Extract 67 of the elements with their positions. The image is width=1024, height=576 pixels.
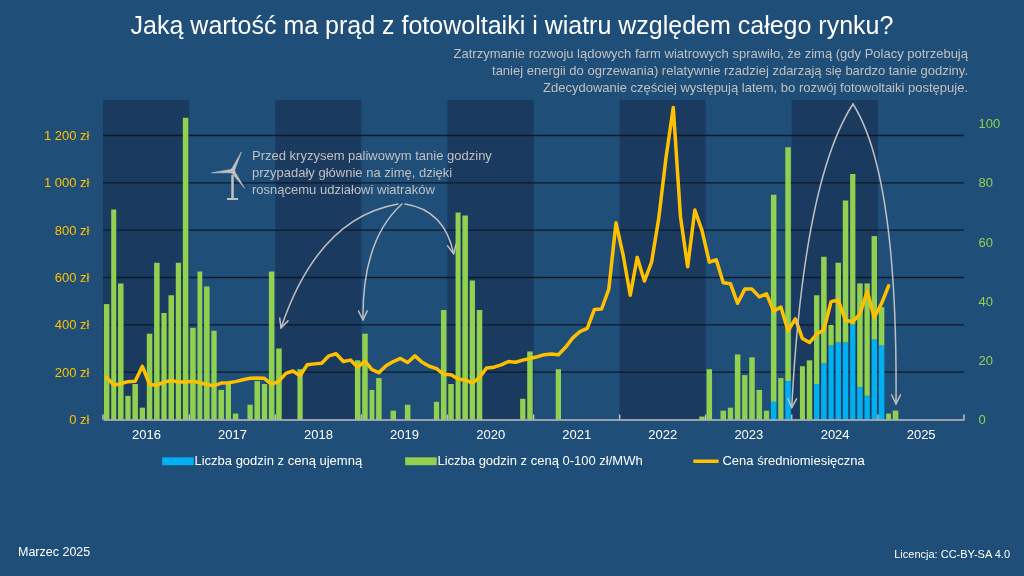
bar <box>297 369 303 420</box>
x-tick-label: 2022 <box>648 427 678 442</box>
bar <box>814 295 820 384</box>
text: Zatrzymanie rozwoju lądowych farm wiatrowych sprawiło, że zimą (gdy Polacy potrzebują taniej energii do ogrzewania) relatywnie rzadziej zdarzają się bardzo tanie godziny. <box>452 45 968 79</box>
bar <box>785 381 791 420</box>
bar <box>225 384 232 420</box>
y-tick-label: 800 zł <box>54 222 90 238</box>
bar <box>261 384 268 420</box>
chart-title: Jaką wartość ma prąd z fotowoltaiki i wiatru względem całego rynku? <box>129 11 895 40</box>
bar <box>720 410 726 420</box>
bar <box>469 280 475 420</box>
bar <box>871 339 878 420</box>
y-tick-label: 1 200 zł <box>43 128 90 143</box>
bar <box>175 262 182 420</box>
bar <box>520 398 526 420</box>
bar <box>527 351 533 420</box>
bar <box>799 366 805 420</box>
bar <box>835 342 842 420</box>
bar <box>749 357 755 420</box>
y2-tick-label: 20 <box>978 352 993 368</box>
bar <box>842 342 849 420</box>
y2-tick-label: 40 <box>978 293 993 309</box>
x-tick-label: 2018 <box>303 427 333 442</box>
y-tick-label: 400 zł <box>54 317 90 333</box>
bar <box>111 209 117 420</box>
bar <box>778 378 784 420</box>
bar <box>555 369 561 420</box>
y2-tick-label: 60 <box>978 234 993 250</box>
x-tick-label: 2019 <box>390 427 419 442</box>
y-tick-label: 0 zł <box>69 412 90 427</box>
x-tick-label: 2016 <box>131 427 161 442</box>
legend-label: Cena średniomiesięczna <box>722 453 866 469</box>
bar <box>806 360 813 420</box>
y2-tick-label: 0 <box>978 412 986 427</box>
bar <box>814 384 820 420</box>
x-tick-label: 2024 <box>820 427 850 442</box>
bar <box>276 348 282 420</box>
bar <box>448 384 454 420</box>
text: Licencja: CC-BY-SA 4.0 <box>894 548 1010 560</box>
x-tick-label: 2025 <box>906 427 936 442</box>
y-tick-label: 200 zł <box>54 364 90 380</box>
y2-tick-label: 80 <box>978 175 993 191</box>
bar <box>376 378 382 420</box>
y2-tick-label: 100 <box>978 116 1001 132</box>
line-series <box>104 105 891 388</box>
x-tick-label: 2020 <box>476 427 506 442</box>
bar <box>878 345 885 420</box>
text: Marzec 2025 <box>18 545 91 559</box>
x-tick-label: 2023 <box>734 427 764 442</box>
bar <box>362 333 368 420</box>
annotation: Przed kryzysem paliwowym tanie godziny przypadały głównie na zimę, dzięki rosnącemu udziałowi wiatraków <box>252 147 493 198</box>
y-tick-label: 600 zł <box>54 270 90 285</box>
bar <box>433 401 440 420</box>
bar <box>742 375 748 420</box>
bar <box>734 354 741 420</box>
bar <box>706 369 713 420</box>
legend-label: Liczba godzin z ceną 0-100 zł/MWh <box>437 453 643 469</box>
bar <box>850 173 856 325</box>
x-tick-label: 2021 <box>562 427 592 442</box>
legend-label: Liczba godzin z ceną ujemną <box>194 453 363 469</box>
bar <box>247 404 253 420</box>
bar <box>254 381 261 420</box>
x-tick-label: 2017 <box>217 427 247 442</box>
bar <box>785 147 791 382</box>
annotation: Zdecydowanie częściej występują latem, bo rozwój fotowoltaiki postępuje. <box>543 79 968 96</box>
y-tick-label: 1 000 zł <box>43 175 90 191</box>
bar <box>850 324 856 420</box>
